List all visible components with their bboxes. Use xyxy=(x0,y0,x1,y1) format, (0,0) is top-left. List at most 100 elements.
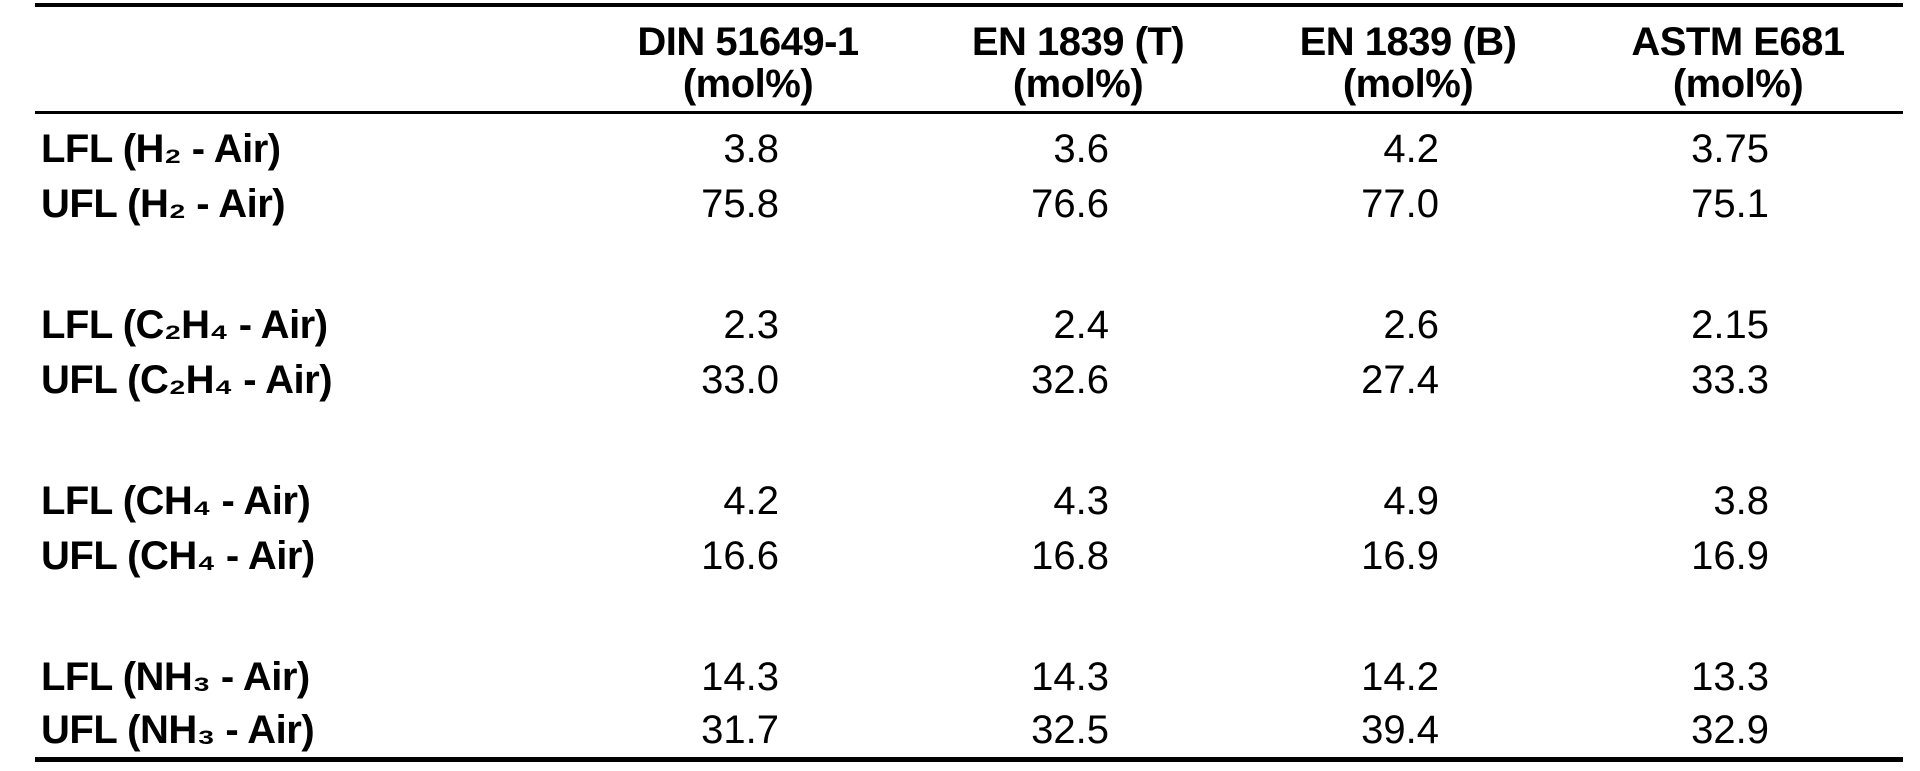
cell-value: 2.15 xyxy=(1691,302,1769,347)
table-row-ufl-nh3: UFL (NH₃ - Air) 31.7 32.5 39.4 32.9 xyxy=(35,705,1903,760)
value-cell: 3.75 xyxy=(1573,122,1903,177)
value-cell: 3.6 xyxy=(913,122,1243,177)
cell-value: 77.0 xyxy=(1361,181,1439,226)
value-cell: 33.3 xyxy=(1573,353,1903,408)
col-header-unit: (mol%) xyxy=(1012,62,1144,106)
col-header-standard: EN 1839 (B) xyxy=(1299,20,1517,64)
cell-value: 4.9 xyxy=(1383,478,1439,523)
value-cell: 77.0 xyxy=(1243,177,1573,232)
value-cell: 33.0 xyxy=(583,353,913,408)
value-cell: 2.6 xyxy=(1243,298,1573,353)
col-header-en-1839-t: EN 1839 (T) (mol%) xyxy=(913,5,1243,114)
value-cell: 3.8 xyxy=(1573,474,1903,529)
value-cell: 76.6 xyxy=(913,177,1243,232)
col-header-standard: EN 1839 (T) xyxy=(971,20,1185,64)
value-cell: 14.3 xyxy=(913,650,1243,705)
header-row: DIN 51649-1 (mol%) EN 1839 (T) (mol%) EN… xyxy=(35,5,1903,114)
table-row-ufl-h2: UFL (H₂ - Air) 75.8 76.6 77.0 75.1 xyxy=(35,177,1903,232)
row-label: LFL (NH₃ - Air) xyxy=(41,654,310,699)
table-row-ufl-c2h4: UFL (C₂H₄ - Air) 33.0 32.6 27.4 33.3 xyxy=(35,353,1903,408)
cell-value: 33.3 xyxy=(1691,357,1769,402)
value-cell: 75.8 xyxy=(583,177,913,232)
value-cell: 4.9 xyxy=(1243,474,1573,529)
table-row-lfl-nh3: LFL (NH₃ - Air) 14.3 14.3 14.2 13.3 xyxy=(35,650,1903,705)
cell-value: 16.9 xyxy=(1361,533,1439,578)
cell-value: 16.8 xyxy=(1031,533,1109,578)
cell-value: 3.8 xyxy=(1713,478,1769,523)
value-cell: 16.9 xyxy=(1243,529,1573,584)
value-cell: 3.8 xyxy=(583,122,913,177)
table-row-lfl-c2h4: LFL (C₂H₄ - Air) 2.3 2.4 2.6 2.15 xyxy=(35,298,1903,353)
row-label: UFL (CH₄ - Air) xyxy=(41,533,315,578)
cell-value: 75.1 xyxy=(1691,181,1769,226)
value-cell: 4.3 xyxy=(913,474,1243,529)
value-cell: 2.3 xyxy=(583,298,913,353)
corner-cell xyxy=(35,5,583,114)
cell-value: 4.3 xyxy=(1053,478,1109,523)
cell-value: 14.3 xyxy=(701,654,779,699)
value-cell: 16.6 xyxy=(583,529,913,584)
value-cell: 39.4 xyxy=(1243,705,1573,760)
col-header-din-51649-1: DIN 51649-1 (mol%) xyxy=(583,5,913,114)
flammability-limits-table-container: DIN 51649-1 (mol%) EN 1839 (T) (mol%) EN… xyxy=(35,3,1903,762)
cell-value: 2.3 xyxy=(723,302,779,347)
cell-value: 3.75 xyxy=(1691,126,1769,171)
cell-value: 32.5 xyxy=(1031,708,1109,753)
col-header-en-1839-b: EN 1839 (B) (mol%) xyxy=(1243,5,1573,114)
cell-value: 39.4 xyxy=(1361,708,1439,753)
flammability-limits-table: DIN 51649-1 (mol%) EN 1839 (T) (mol%) EN… xyxy=(35,3,1903,762)
row-label: UFL (H₂ - Air) xyxy=(41,181,286,226)
value-cell: 4.2 xyxy=(583,474,913,529)
cell-value: 4.2 xyxy=(1383,126,1439,171)
cell-value: 2.4 xyxy=(1053,302,1109,347)
value-cell: 27.4 xyxy=(1243,353,1573,408)
col-header-unit: (mol%) xyxy=(1672,62,1804,106)
cell-value: 33.0 xyxy=(701,357,779,402)
col-header-astm-e681: ASTM E681 (mol%) xyxy=(1573,5,1903,114)
cell-value: 14.3 xyxy=(1031,654,1109,699)
value-cell: 32.6 xyxy=(913,353,1243,408)
value-cell: 2.15 xyxy=(1573,298,1903,353)
table-row-lfl-ch4: LFL (CH₄ - Air) 4.2 4.3 4.9 3.8 xyxy=(35,474,1903,529)
cell-value: 14.2 xyxy=(1361,654,1439,699)
cell-value: 16.9 xyxy=(1691,533,1769,578)
spacer-row xyxy=(35,232,1903,298)
col-header-unit: (mol%) xyxy=(1342,62,1474,106)
row-label: UFL (NH₃ - Air) xyxy=(41,708,315,753)
spacer-row xyxy=(35,408,1903,474)
value-cell: 13.3 xyxy=(1573,650,1903,705)
cell-value: 13.3 xyxy=(1691,654,1769,699)
col-header-standard: DIN 51649-1 xyxy=(637,20,859,64)
cell-value: 76.6 xyxy=(1031,181,1109,226)
col-header-unit: (mol%) xyxy=(682,62,814,106)
row-label: UFL (C₂H₄ - Air) xyxy=(41,357,333,402)
row-label: LFL (C₂H₄ - Air) xyxy=(41,302,328,347)
cell-value: 75.8 xyxy=(701,181,779,226)
row-label: LFL (H₂ - Air) xyxy=(41,126,281,171)
cell-value: 3.8 xyxy=(723,126,779,171)
cell-value: 31.7 xyxy=(701,708,779,753)
cell-value: 32.9 xyxy=(1691,708,1769,753)
spacer-row xyxy=(35,584,1903,650)
value-cell: 32.9 xyxy=(1573,705,1903,760)
cell-value: 32.6 xyxy=(1031,357,1109,402)
value-cell: 2.4 xyxy=(913,298,1243,353)
value-cell: 14.2 xyxy=(1243,650,1573,705)
cell-value: 4.2 xyxy=(723,478,779,523)
value-cell: 16.8 xyxy=(913,529,1243,584)
value-cell: 75.1 xyxy=(1573,177,1903,232)
value-cell: 32.5 xyxy=(913,705,1243,760)
value-cell: 4.2 xyxy=(1243,122,1573,177)
table-row-ufl-ch4: UFL (CH₄ - Air) 16.6 16.8 16.9 16.9 xyxy=(35,529,1903,584)
value-cell: 16.9 xyxy=(1573,529,1903,584)
cell-value: 27.4 xyxy=(1361,357,1439,402)
cell-value: 3.6 xyxy=(1053,126,1109,171)
table-row-lfl-h2: LFL (H₂ - Air) 3.8 3.6 4.2 3.75 xyxy=(35,122,1903,177)
row-label: LFL (CH₄ - Air) xyxy=(41,478,311,523)
spacer-row xyxy=(35,113,1903,122)
value-cell: 14.3 xyxy=(583,650,913,705)
value-cell: 31.7 xyxy=(583,705,913,760)
cell-value: 16.6 xyxy=(701,533,779,578)
col-header-standard: ASTM E681 xyxy=(1631,20,1845,64)
cell-value: 2.6 xyxy=(1383,302,1439,347)
